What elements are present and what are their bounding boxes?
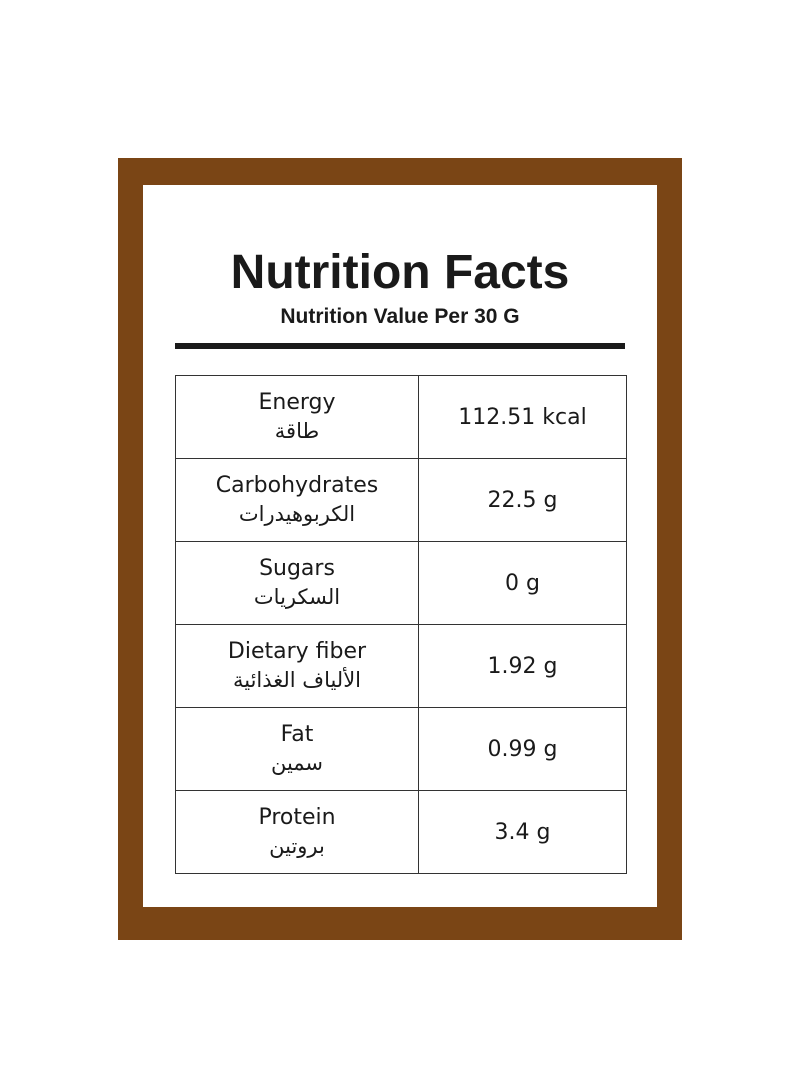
nutrient-name: Energy: [258, 390, 336, 415]
nutrient-cell: Sugars السكريات: [175, 541, 419, 625]
nutrient-name: Carbohydrates: [215, 473, 379, 498]
nutrient-value: 3.4 g: [418, 790, 627, 874]
nutrient-value: 0.99 g: [418, 707, 627, 791]
nutrient-name-arabic: السكريات: [253, 585, 341, 609]
nutrient-cell: Fat سمين: [175, 707, 419, 791]
nutrient-value: 112.51 kcal: [418, 375, 627, 459]
table-row: Carbohydrates الكربوهيدرات 22.5 g: [175, 458, 627, 542]
label: Nutrition Facts Nutrition Value Per 30 G…: [143, 185, 657, 907]
table-row: Energy طاقة 112.51 kcal: [175, 375, 627, 459]
nutrient-name-arabic: طاقة: [274, 419, 320, 443]
table-row: Protein بروتين 3.4 g: [175, 790, 627, 874]
nutrient-name: Protein: [258, 805, 336, 830]
nutrient-name: Fat: [280, 722, 314, 747]
nutrient-value: 1.92 g: [418, 624, 627, 708]
nutrient-value: 0 g: [418, 541, 627, 625]
table-row: Fat سمين 0.99 g: [175, 707, 627, 791]
nutrient-cell: Protein بروتين: [175, 790, 419, 874]
nutrient-cell: Energy طاقة: [175, 375, 419, 459]
nutrient-name-arabic: سمين: [270, 751, 324, 775]
nutrient-name: Dietary fiber: [227, 639, 367, 664]
nutrient-cell: Carbohydrates الكربوهيدرات: [175, 458, 419, 542]
nutrient-name-arabic: الألياف الغذائية: [232, 668, 362, 692]
rule: [175, 343, 625, 349]
nutrient-name-arabic: الكربوهيدرات: [238, 502, 356, 526]
frame: Nutrition Facts Nutrition Value Per 30 G…: [118, 158, 682, 940]
nutrition-table: Energy طاقة 112.51 kcal Carbohydrates الكربو…: [175, 375, 627, 874]
nutrient-cell: Dietary fiber الألياف الغذائية: [175, 624, 419, 708]
nutrient-name-arabic: بروتين: [269, 834, 325, 858]
subtitle: Nutrition Value Per 30 G: [280, 305, 520, 328]
title: Nutrition Facts: [230, 246, 570, 299]
table-row: Sugars السكريات 0 g: [175, 541, 627, 625]
nutrient-name: Sugars: [259, 556, 335, 581]
nutrient-value: 22.5 g: [418, 458, 627, 542]
table-row: Dietary fiber الألياف الغذائية 1.92 g: [175, 624, 627, 708]
